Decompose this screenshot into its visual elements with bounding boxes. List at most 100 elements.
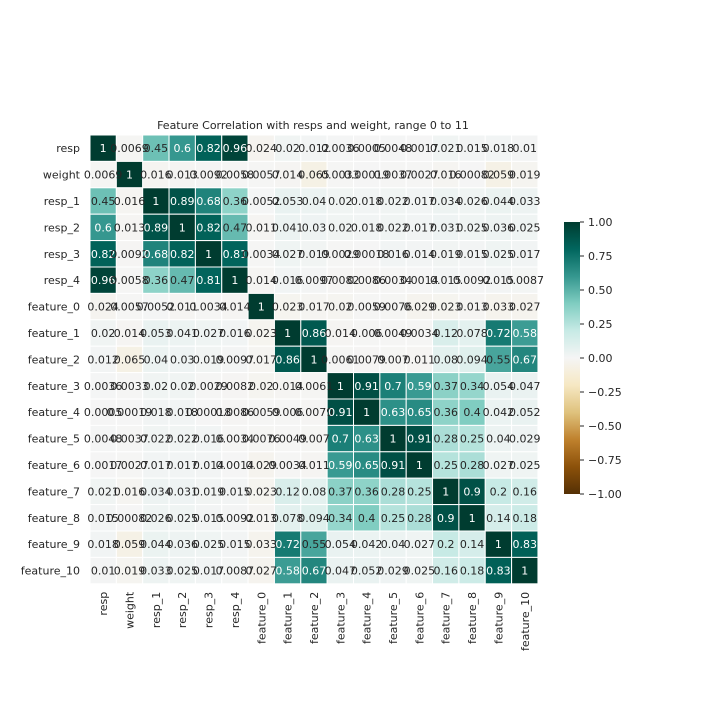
heatmap-cell (247, 451, 275, 479)
cell-value-label: 0.007 (298, 433, 330, 446)
heatmap-cell (432, 134, 460, 162)
cell-value-label: 0.59 (328, 459, 353, 472)
cell-value-label: 0.011 (298, 459, 330, 472)
cell-value-label: 0.47 (170, 274, 195, 287)
heatmap-cell (142, 187, 170, 215)
cell-value-label: 0.34 (460, 380, 485, 393)
heatmap-cell (484, 213, 513, 242)
cell-value-label: 0.031 (166, 485, 198, 498)
heatmap-cell (458, 451, 486, 479)
heatmap-cell (511, 424, 539, 453)
cell-value-label: 0.011 (246, 221, 278, 234)
heatmap-cells (89, 134, 539, 585)
heatmap-cell (326, 556, 354, 585)
cell-value-label: 0.025 (509, 459, 541, 472)
cell-value-label: 0.016 (272, 274, 304, 287)
heatmap-cell (458, 424, 486, 453)
heatmap-cell (115, 160, 144, 189)
cell-value-label: 0.0058 (110, 274, 149, 287)
heatmap-cell (89, 424, 117, 453)
cell-value-label: 0.34 (328, 512, 353, 525)
cell-value-label: 0.28 (381, 485, 406, 498)
cell-value-label: 0.45 (91, 195, 116, 208)
heatmap-cell (458, 319, 486, 347)
cell-value-label: 0.022 (377, 221, 409, 234)
heatmap-cell (142, 451, 170, 479)
heatmap-cell (353, 477, 381, 506)
cell-value-label: 0.0014 (400, 274, 439, 287)
column-tick-label: feature_3 (334, 592, 347, 644)
cell-value-label: 0.0079 (295, 406, 334, 419)
cell-value-label: 0.018 (140, 406, 172, 419)
cell-value-label: 0.01 (91, 565, 116, 578)
heatmap-cell (142, 345, 170, 374)
column-tick-labels: resp weight resp_1 resp_2 resp_3 resp_4 featur… (97, 591, 532, 651)
heatmap-cell (326, 160, 354, 189)
column-tick-label: feature_5 (387, 592, 400, 644)
cell-value-label: 0.08 (433, 353, 458, 366)
cell-value-label: 1 (284, 327, 291, 340)
cell-value-label: 0.6 (94, 221, 112, 234)
cell-value-label: 0.033 (246, 538, 278, 551)
cell-value-label: 0.0017 (400, 142, 439, 155)
cell-value-label: 0.0097 (216, 353, 255, 366)
heatmap-cell (379, 504, 407, 532)
heatmap-cell (194, 213, 223, 242)
cell-value-label: 0.0034 (268, 459, 307, 472)
heatmap-cell (511, 504, 539, 532)
cell-value-label: 0.81 (223, 248, 248, 261)
row-tick-label: resp (56, 142, 80, 155)
heatmap-cell (432, 160, 460, 189)
colorbar-tick-label: −0.25 (588, 386, 622, 399)
cell-value-label: 0.018 (87, 538, 119, 551)
cell-value-label: 0.014 (404, 248, 436, 261)
cell-value-label: 0.036 (483, 221, 515, 234)
cell-value-label: 0.041 (166, 327, 198, 340)
cell-value-label: 0.025 (193, 538, 225, 551)
cell-value-label: 0.36 (354, 485, 379, 498)
heatmap-cell (405, 292, 434, 321)
row-tick-label: feature_8 (28, 512, 80, 525)
cell-value-label: 0.0034 (216, 433, 255, 446)
cell-value-label: 0.014 (272, 169, 304, 182)
cell-value-label: 0.018 (351, 195, 383, 208)
cell-value-label: 0.37 (328, 485, 353, 498)
heatmap-cell (405, 504, 434, 532)
cell-value-label: 0.0048 (84, 433, 123, 446)
column-tick-label: resp_3 (203, 592, 216, 628)
cell-value-label: 0.018 (483, 142, 515, 155)
heatmap-cell (405, 477, 434, 506)
cell-value-label: 0.029 (509, 433, 541, 446)
heatmap-cell (273, 451, 302, 479)
cell-value-label: 0.36 (144, 274, 169, 287)
heatmap-cell (221, 451, 249, 479)
cell-value-label: 0.0005 (84, 406, 123, 419)
row-tick-label: resp_3 (44, 248, 80, 261)
cell-value-label: 0.014 (246, 274, 278, 287)
column-tick-label: resp_4 (229, 592, 242, 628)
cell-value-label: 0.022 (166, 433, 198, 446)
cell-value-label: 0.019 (430, 248, 462, 261)
cell-value-label: 0.63 (381, 406, 406, 419)
cell-value-label: 0.054 (325, 538, 357, 551)
heatmap-cell (168, 266, 196, 294)
cell-value-label: 0.027 (193, 327, 225, 340)
heatmap-cell (194, 530, 223, 558)
cell-value-label: 0.017 (298, 301, 330, 314)
heatmap-cell (221, 398, 249, 426)
column-tick-label: feature_0 (255, 592, 268, 644)
cell-value-label: 0.017 (509, 248, 541, 261)
cell-value-label: 0.0076 (242, 433, 281, 446)
cell-value-label: 1 (152, 195, 159, 208)
cell-value-label: 0.0034 (374, 274, 413, 287)
column-tick-label: feature_7 (440, 592, 453, 644)
cell-value-label: 0.0033 (321, 169, 360, 182)
heatmap-cell (326, 213, 354, 242)
cell-value-label: 0.45 (144, 142, 169, 155)
cell-value-label: 0.014 (325, 327, 357, 340)
cell-value-label: 0.016 (430, 169, 462, 182)
cell-value-label: 0.91 (328, 406, 353, 419)
heatmap-cell (511, 213, 539, 242)
